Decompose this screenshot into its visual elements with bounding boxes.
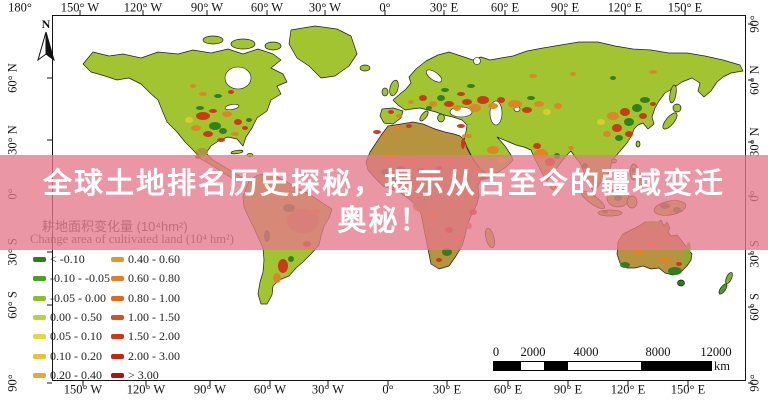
axis-label-right: 60° N <box>747 65 762 95</box>
axis-tick <box>748 253 753 255</box>
axis-tick <box>748 23 753 25</box>
legend-swatch <box>33 295 46 301</box>
axis-tick <box>507 381 509 386</box>
axis-label-left: 60° S <box>5 291 20 319</box>
axis-label-left: 60° N <box>5 63 20 93</box>
north-arrow: N <box>32 18 60 68</box>
axis-tick <box>387 381 389 386</box>
axis-label-top: 90° W <box>190 0 224 15</box>
axis-label-bottom: 30° E <box>432 382 462 397</box>
axis-label-top: 30° W <box>308 0 342 15</box>
axis-tick <box>145 381 147 386</box>
axis-label-bottom: 90° E <box>553 382 583 397</box>
north-arrow-icon <box>37 31 55 62</box>
legend-swatch <box>33 353 46 359</box>
axis-label-bottom: 150° W <box>63 382 103 397</box>
greenland <box>288 25 358 79</box>
axis-label-bottom: 0° <box>382 382 394 397</box>
axis-label-top: 60° W <box>250 0 284 15</box>
legend-swatch <box>33 334 46 340</box>
axis-label-top: 120° E <box>607 0 643 15</box>
axis-label-top: 180° <box>8 0 32 15</box>
axis-tick <box>567 381 569 386</box>
banner-title-line2: 奥秘！ <box>337 204 431 237</box>
axis-label-bottom: 60° W <box>253 382 287 397</box>
axis-tick <box>446 381 448 386</box>
axis-label-right: 90° <box>747 15 762 33</box>
axis-tick <box>627 381 629 386</box>
axis-label-right: 60° S <box>747 293 762 321</box>
scalebar-segment <box>544 362 568 370</box>
scalebar-bar <box>493 361 712 371</box>
axis-label-right: 30° N <box>747 127 762 157</box>
axis-label-bottom: 120° W <box>126 382 166 397</box>
axis-label-top: 150° W <box>60 0 100 15</box>
axis-label-top: 120° W <box>123 0 163 15</box>
scalebar-tick-label: 2000 <box>520 345 546 359</box>
headline-banner: 全球土地排名历史探秘，揭示从古至今的疆域变迁 奥秘！ <box>0 155 768 250</box>
axis-label-bottom: 150° E <box>670 382 706 397</box>
scalebar-tick-label: 0 <box>492 345 500 359</box>
scalebar-segment <box>494 362 521 370</box>
scalebar-tick-label: 8000 <box>645 345 671 359</box>
axis-label-top: 90° E <box>550 0 580 15</box>
axis-label-bottom: 90° W <box>193 382 227 397</box>
scalebar-unit: km <box>714 359 730 373</box>
axis-label-top: 150° E <box>667 0 703 15</box>
banner-title-line1: 全球土地排名历史探秘，揭示从古至今的疆域变迁 <box>42 167 725 200</box>
axis-label-top: 30° E <box>429 0 459 15</box>
scalebar-segment <box>568 362 641 370</box>
axis-tick <box>269 381 271 386</box>
axis-label-top: 0° <box>379 0 391 15</box>
axis-tick <box>748 79 753 81</box>
axis-label-right: 90° <box>747 374 762 392</box>
legend-swatch <box>33 372 46 378</box>
legend-swatch <box>33 276 46 282</box>
scalebar-segment <box>521 362 544 370</box>
axis-label-bottom: 120° E <box>610 382 646 397</box>
axis-label-bottom: 30° W <box>311 382 345 397</box>
scalebar-tick-label: 4000 <box>573 345 599 359</box>
axis-tick <box>748 306 753 308</box>
legend-swatch <box>33 257 46 262</box>
legend-swatch <box>33 314 46 320</box>
axis-tick <box>327 381 329 386</box>
axis-tick <box>748 382 753 384</box>
axis-tick <box>687 381 689 386</box>
axis-label-top: 60° E <box>490 0 520 15</box>
axis-tick <box>209 381 211 386</box>
axis-tick <box>748 141 753 143</box>
scalebar-tick-label: 12000 <box>700 345 732 359</box>
north-label: N <box>41 17 51 31</box>
axis-label-left: 30° N <box>5 125 20 155</box>
axis-label-bottom: 60° E <box>493 382 523 397</box>
axis-label-left: 90° <box>5 374 20 392</box>
iberia <box>379 107 404 125</box>
scalebar-segment <box>641 362 711 370</box>
axis-tick <box>82 381 84 386</box>
axis-tick <box>47 382 52 384</box>
